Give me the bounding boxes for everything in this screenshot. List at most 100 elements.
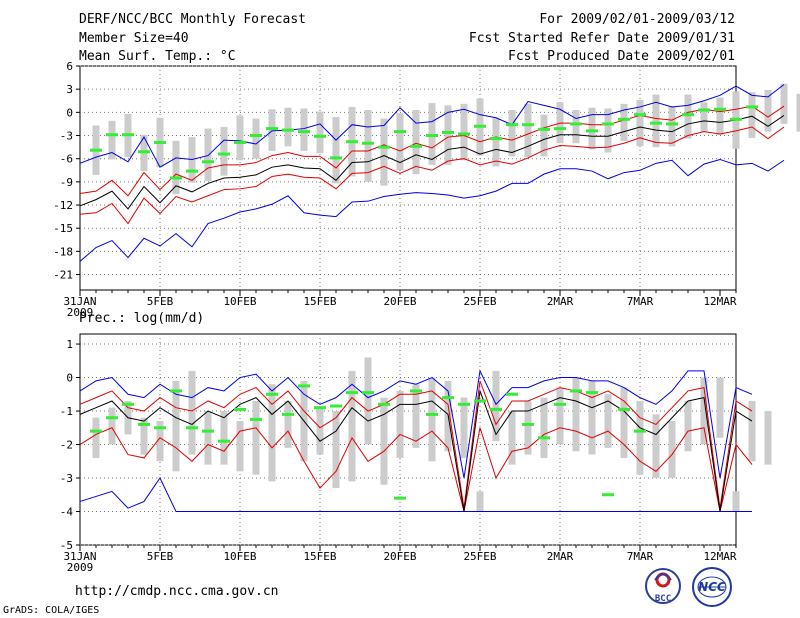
median-marker	[490, 137, 502, 141]
mean-line	[79, 390, 753, 512]
median-marker	[106, 416, 118, 420]
spread-box	[380, 397, 388, 485]
ncc-logo: NCC	[692, 567, 732, 607]
spread-box	[140, 417, 148, 455]
median-marker	[122, 133, 134, 137]
spread-box	[524, 103, 532, 158]
spread-box	[572, 377, 580, 452]
spread-box	[316, 111, 324, 154]
y-tick-label: -3	[60, 130, 73, 143]
median-marker	[554, 402, 566, 406]
x-tick-label: 10FEB	[223, 295, 256, 308]
median-marker	[602, 122, 614, 126]
x-tick-label: 2MAR	[547, 550, 574, 563]
spread-box	[236, 115, 244, 161]
median-marker	[522, 422, 534, 426]
spread-box	[284, 400, 292, 448]
spread-box	[588, 107, 596, 150]
median-marker	[650, 121, 662, 125]
x-tick-label: 25FEB	[463, 295, 496, 308]
median-marker	[698, 108, 710, 112]
median-marker	[474, 124, 486, 128]
median-marker	[186, 426, 198, 430]
median-marker	[218, 439, 230, 443]
median-marker	[234, 140, 246, 144]
spread-box	[620, 387, 628, 458]
y-tick-label: -1	[60, 405, 73, 418]
spread-box	[172, 380, 180, 472]
median-marker	[314, 406, 326, 410]
spread-box	[684, 400, 692, 452]
median-marker	[570, 389, 582, 393]
spread-box	[764, 89, 772, 132]
x-tick-label: 25FEB	[463, 550, 496, 563]
spread-box	[172, 140, 180, 195]
median-marker	[298, 130, 310, 134]
y-tick-label: 0	[66, 106, 73, 119]
spread-box	[156, 421, 164, 462]
median-marker	[154, 140, 166, 144]
median-marker	[250, 134, 262, 138]
spread-box	[668, 421, 676, 479]
min-line	[79, 158, 785, 262]
x-tick-label: 15FEB	[303, 295, 336, 308]
median-marker	[266, 392, 278, 396]
forecast-period: For 2009/02/01-2009/03/12	[539, 12, 735, 27]
x-tick-label: 2MAR	[547, 295, 574, 308]
grads-credit: GrADS: COLA/IGES	[3, 605, 99, 616]
y-tick-label: 0	[66, 372, 73, 385]
median-marker	[426, 412, 438, 416]
median-marker	[554, 127, 566, 131]
spread-box	[604, 108, 612, 153]
spread-box	[732, 491, 740, 512]
median-marker	[138, 150, 150, 154]
x-tick-label: 5FEB	[147, 550, 174, 563]
spread-box	[268, 109, 276, 151]
spread-box	[252, 400, 260, 475]
median-marker	[634, 429, 646, 433]
spread-box	[220, 411, 228, 465]
spread-box	[572, 110, 580, 144]
y-tick-label: -18	[53, 245, 73, 258]
median-marker	[442, 130, 454, 134]
max-line	[79, 84, 785, 168]
spread-box	[748, 92, 756, 138]
median-marker	[490, 407, 502, 411]
spread-box	[204, 411, 212, 465]
x-tick-label: 7MAR	[627, 550, 654, 563]
median-marker	[330, 404, 342, 408]
median-marker	[458, 402, 470, 406]
median-marker	[314, 134, 326, 138]
lower1-line	[79, 427, 753, 512]
spread-box	[444, 105, 452, 165]
spread-box	[332, 411, 340, 489]
median-marker	[186, 169, 198, 173]
x-tick-label: 31JAN 2009	[63, 295, 96, 319]
y-tick-label: -3	[60, 472, 73, 485]
x-tick-label: 15FEB	[303, 550, 336, 563]
median-marker	[346, 140, 358, 144]
median-marker	[714, 107, 726, 111]
spread-box	[220, 127, 228, 176]
spread-box	[540, 397, 548, 458]
spread-box	[780, 83, 788, 124]
spread-box	[332, 116, 340, 184]
figure-title: DERF/NCC/BCC Monthly Forecast	[79, 12, 306, 27]
median-marker	[202, 429, 214, 433]
spread-box	[348, 370, 356, 482]
spread-box	[380, 118, 388, 186]
spread-box	[268, 384, 276, 482]
median-marker	[330, 156, 342, 160]
spread-box	[396, 390, 404, 458]
y-tick-label: -4	[60, 506, 74, 519]
spread-box	[492, 370, 500, 442]
median-marker	[218, 152, 230, 156]
footer-url[interactable]: http://cmdp.ncc.cma.gov.cn	[75, 584, 279, 599]
median-marker	[250, 417, 262, 421]
bcc-logo-text: BCC	[655, 594, 671, 604]
spread-box	[396, 113, 404, 171]
x-tick-label: 7MAR	[627, 295, 654, 308]
spread-box	[300, 108, 308, 151]
spread-box	[588, 380, 596, 455]
